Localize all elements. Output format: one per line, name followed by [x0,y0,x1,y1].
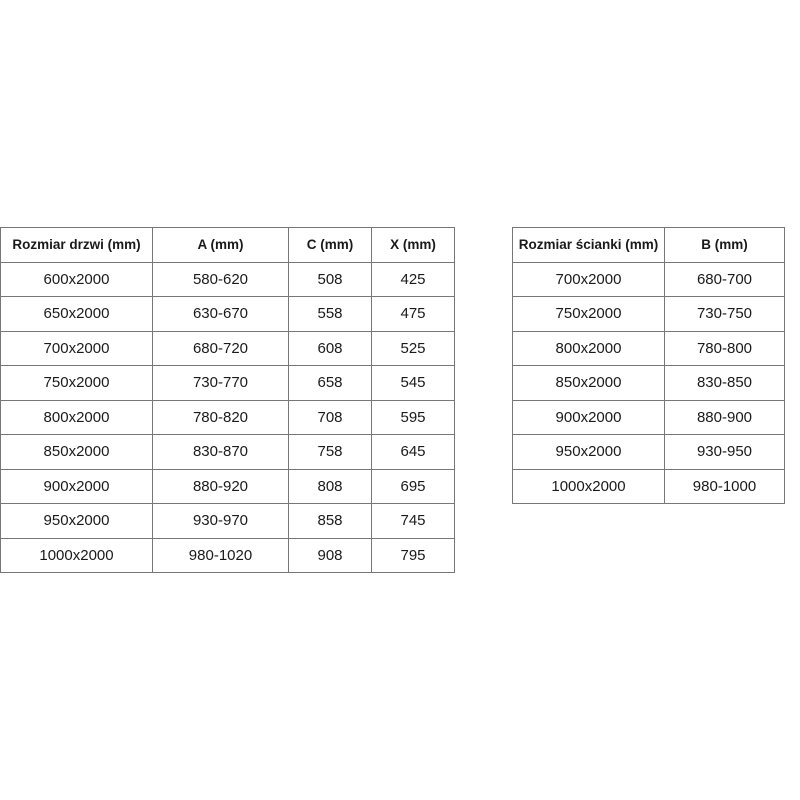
table-row: 950x2000 930-950 [512,434,785,470]
table-cell: 1000x2000 [512,468,665,504]
table-cell: 645 [371,434,455,470]
table-row: 850x2000 830-870 758 645 [0,434,455,470]
table-cell: 695 [371,468,455,504]
table-cell: 830-870 [152,434,289,470]
table-row: 600x2000 580-620 508 425 [0,261,455,297]
column-header: X (mm) [371,227,455,263]
table-cell: 900x2000 [0,468,153,504]
table-cell: 880-900 [664,399,785,435]
table-cell: 600x2000 [0,261,153,297]
table-cell: 650x2000 [0,296,153,332]
table-cell: 850x2000 [512,365,665,401]
table-cell: 950x2000 [0,503,153,539]
wall-sizes-table: Rozmiar ścianki (mm) B (mm) 700x2000 680-70… [512,227,785,504]
table-cell: 758 [288,434,372,470]
column-header: C (mm) [288,227,372,263]
table-cell: 730-750 [664,296,785,332]
header-row: Rozmiar drzwi (mm) A (mm) C (mm) X (mm) [0,227,455,263]
table-cell: 750x2000 [0,365,153,401]
table-cell: 508 [288,261,372,297]
table-cell: 908 [288,537,372,573]
table-row: 800x2000 780-820 708 595 [0,399,455,435]
table-cell: 900x2000 [512,399,665,435]
table-cell: 525 [371,330,455,366]
table-cell: 545 [371,365,455,401]
table-cell: 700x2000 [512,261,665,297]
table-cell: 980-1000 [664,468,785,504]
table-cell: 745 [371,503,455,539]
table-cell: 850x2000 [0,434,153,470]
table-cell: 680-700 [664,261,785,297]
table-row: 1000x2000 980-1000 [512,468,785,504]
column-header: Rozmiar drzwi (mm) [0,227,153,263]
table-cell: 658 [288,365,372,401]
table-row: 700x2000 680-720 608 525 [0,330,455,366]
table-cell: 1000x2000 [0,537,153,573]
table-cell: 980-1020 [152,537,289,573]
table-cell: 630-670 [152,296,289,332]
table-cell: 795 [371,537,455,573]
table-cell: 730-770 [152,365,289,401]
table-cell: 425 [371,261,455,297]
table-row: 650x2000 630-670 558 475 [0,296,455,332]
column-header: Rozmiar ścianki (mm) [512,227,665,263]
table-cell: 950x2000 [512,434,665,470]
table-cell: 808 [288,468,372,504]
table-cell: 800x2000 [512,330,665,366]
table-cell: 475 [371,296,455,332]
table-row: 800x2000 780-800 [512,330,785,366]
table-row: 900x2000 880-920 808 695 [0,468,455,504]
column-header: A (mm) [152,227,289,263]
table-row: 1000x2000 980-1020 908 795 [0,537,455,573]
table-cell: 930-950 [664,434,785,470]
table-cell: 580-620 [152,261,289,297]
table-row: 850x2000 830-850 [512,365,785,401]
table-cell: 880-920 [152,468,289,504]
table-cell: 830-850 [664,365,785,401]
table-cell: 558 [288,296,372,332]
table-row: 750x2000 730-750 [512,296,785,332]
table-cell: 708 [288,399,372,435]
table-row: 950x2000 930-970 858 745 [0,503,455,539]
table-row: 750x2000 730-770 658 545 [0,365,455,401]
table-cell: 750x2000 [512,296,665,332]
table-cell: 595 [371,399,455,435]
table-cell: 800x2000 [0,399,153,435]
table-cell: 930-970 [152,503,289,539]
header-row: Rozmiar ścianki (mm) B (mm) [512,227,785,263]
table-cell: 700x2000 [0,330,153,366]
door-sizes-table: Rozmiar drzwi (mm) A (mm) C (mm) X (mm) 600x… [0,227,455,573]
table-row: 900x2000 880-900 [512,399,785,435]
table-cell: 780-800 [664,330,785,366]
table-row: 700x2000 680-700 [512,261,785,297]
table-cell: 680-720 [152,330,289,366]
column-header: B (mm) [664,227,785,263]
table-cell: 608 [288,330,372,366]
table-cell: 780-820 [152,399,289,435]
table-cell: 858 [288,503,372,539]
